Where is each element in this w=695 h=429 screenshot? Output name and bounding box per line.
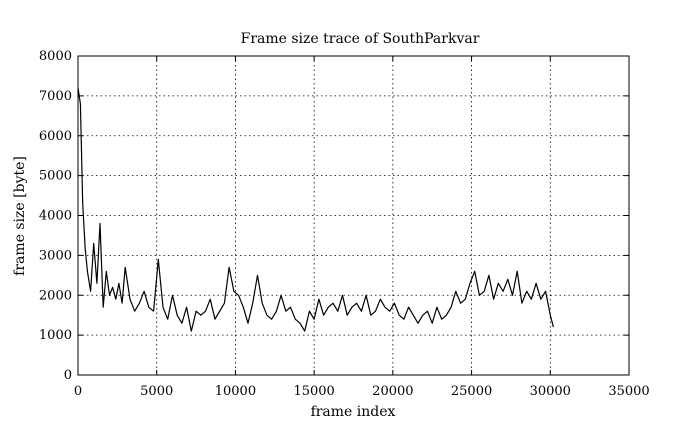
y-tick-label: 1000 [39, 328, 72, 343]
series-line [77, 87, 554, 332]
y-tick-label: 2000 [39, 288, 72, 303]
y-tick-label: 8000 [39, 49, 72, 64]
chart-title: Frame size trace of SouthParkvar [241, 31, 480, 47]
x-tick-label: 25000 [451, 384, 492, 399]
y-tick-label: 6000 [39, 129, 72, 144]
y-tick-label: 0 [64, 368, 72, 383]
tick-labels: 0 5000 10000 15000 20000 25000 30000 35000 0 1000… [39, 49, 650, 399]
x-tick-label: 30000 [530, 384, 571, 399]
x-tick-label: 35000 [608, 384, 649, 399]
y-tick-label: 3000 [39, 248, 72, 263]
grid [78, 56, 629, 375]
y-tick-label: 5000 [39, 169, 72, 184]
x-tick-label: 20000 [372, 384, 413, 399]
x-tick-label: 15000 [293, 384, 334, 399]
x-tick-label: 0 [74, 384, 82, 399]
x-tick-label: 10000 [215, 384, 256, 399]
y-tick-label: 7000 [39, 89, 72, 104]
y-axis-label: frame size [byte] [12, 156, 28, 276]
y-tick-label: 4000 [39, 209, 72, 224]
tick-marks [77, 55, 630, 376]
x-axis-label: frame index [311, 404, 396, 420]
x-tick-label: 5000 [140, 384, 173, 399]
